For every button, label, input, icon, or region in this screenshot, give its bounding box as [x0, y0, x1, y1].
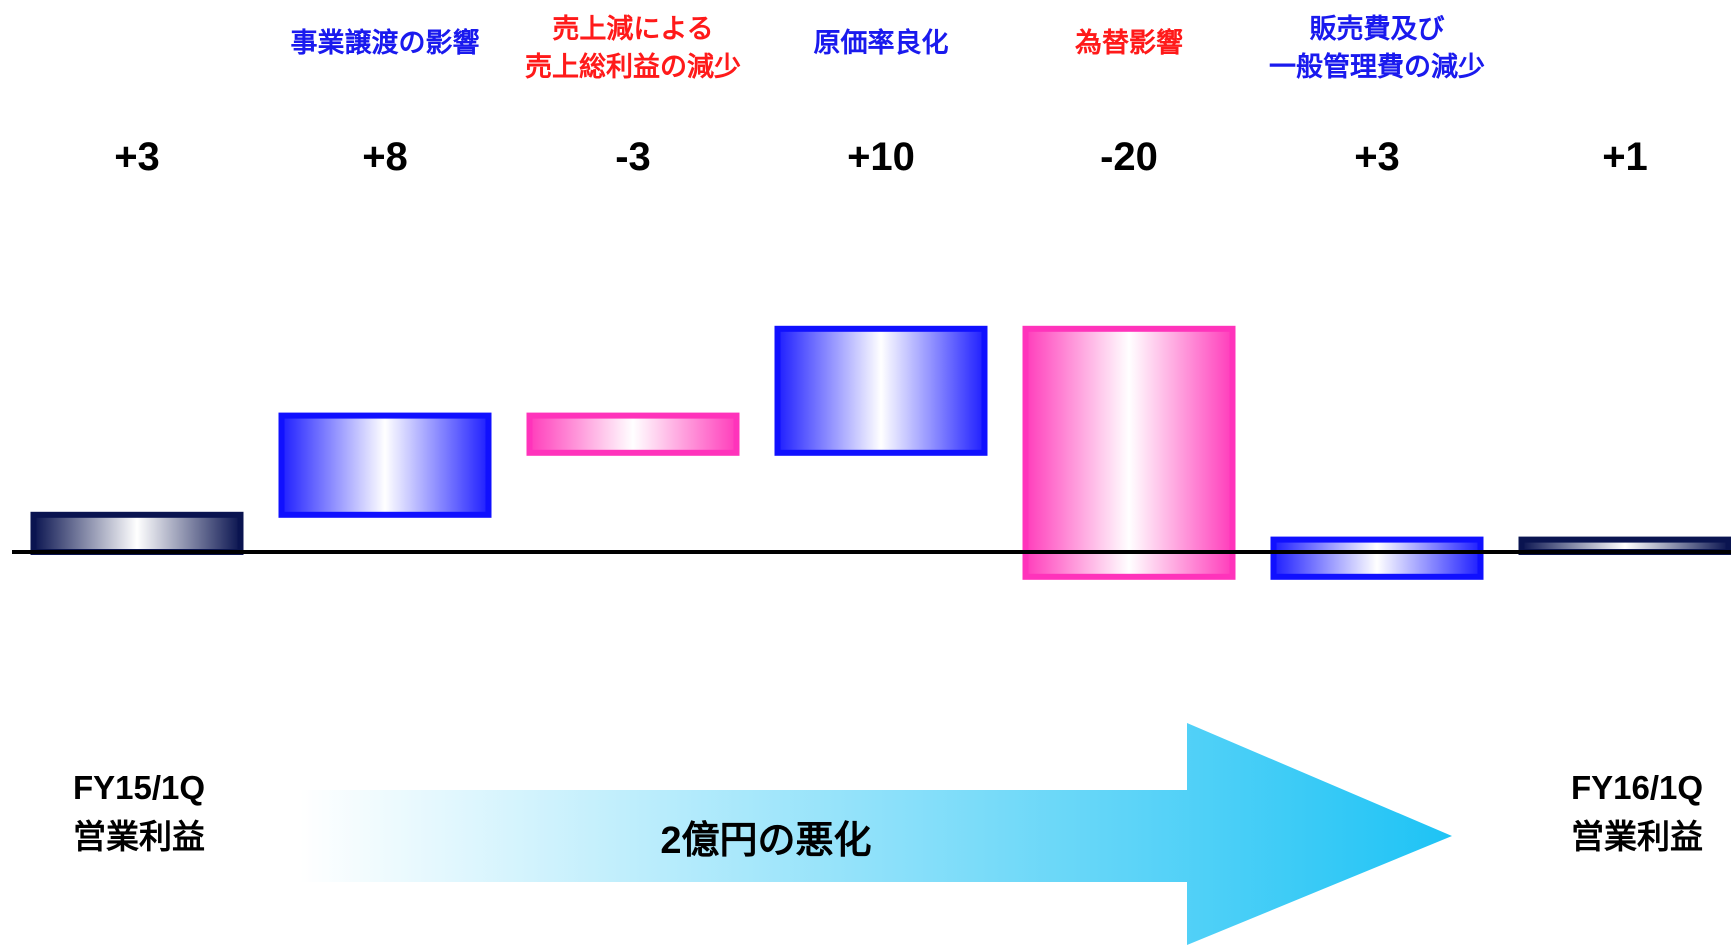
category-label-3-line-1: 売上減による — [552, 14, 713, 44]
start-label-line-2: 営業利益 — [73, 818, 205, 855]
trend-arrow: 2億円の悪化 — [300, 723, 1452, 945]
category-label-3-line-2: 売上総利益の減少 — [525, 51, 741, 82]
bar-6 — [1270, 536, 1484, 580]
bar-1 — [30, 511, 244, 555]
trend-arrow-label: 2億円の悪化 — [660, 820, 871, 862]
bar-2 — [278, 412, 492, 518]
category-label-4-line-1: 原価率良化 — [814, 27, 949, 58]
value-label-6: +3 — [1354, 135, 1400, 179]
category-label-6-line-2: 一般管理費の減少 — [1269, 51, 1485, 82]
category-label-6-line-1: 販売費及び — [1310, 14, 1445, 44]
trend-arrow-shape — [300, 723, 1452, 945]
chart-bars — [30, 325, 1731, 580]
bar-3 — [526, 412, 740, 456]
category-label-2-line-1: 事業譲渡の影響 — [291, 27, 480, 58]
end-label-line-2: 営業利益 — [1571, 818, 1703, 855]
value-label-7: +1 — [1602, 135, 1648, 179]
value-label-2: +8 — [362, 135, 408, 179]
value-label-1: +3 — [114, 135, 160, 179]
end-label: FY16/1Q 営業利益 — [1571, 769, 1703, 855]
value-label-4: +10 — [847, 135, 915, 179]
bar-4 — [774, 325, 988, 456]
value-label-3: -3 — [615, 135, 651, 179]
end-label-line-1: FY16/1Q — [1571, 769, 1703, 806]
category-label-5-line-1: 為替影響 — [1075, 27, 1183, 58]
start-label-line-1: FY15/1Q — [73, 769, 205, 806]
start-label: FY15/1Q 営業利益 — [73, 769, 205, 855]
bar-5 — [1022, 325, 1236, 580]
value-labels: +3 +8 -3 +10 -20 +3 +1 — [114, 135, 1648, 179]
value-label-5: -20 — [1100, 135, 1158, 179]
